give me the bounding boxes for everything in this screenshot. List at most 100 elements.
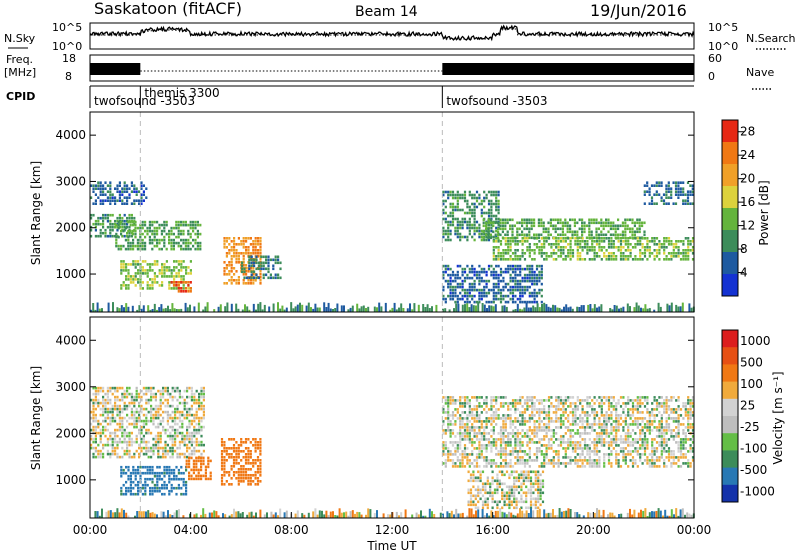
power-range-cell xyxy=(612,255,615,258)
velocity-range-cell xyxy=(171,386,174,390)
power-frame xyxy=(89,111,695,313)
power-range-cell xyxy=(495,285,498,289)
velocity-range-cell xyxy=(186,437,189,441)
velocity-range-cell xyxy=(252,462,255,465)
power-range-cell xyxy=(485,229,488,233)
velocity-range-cell xyxy=(483,399,486,402)
power-range-cell xyxy=(466,226,469,230)
velocity-range-cell xyxy=(97,386,100,390)
power-range-cell xyxy=(118,199,121,202)
velocity-range-cell xyxy=(519,450,522,453)
power-range-cell xyxy=(461,208,464,212)
velocity-range-cell xyxy=(595,465,599,468)
power-range-cell xyxy=(255,255,258,259)
velocity-range-cell xyxy=(456,459,459,462)
velocity-range-cell xyxy=(249,453,252,456)
power-range-cell xyxy=(128,231,131,235)
power-range-cell xyxy=(626,303,629,312)
power-range-cell xyxy=(598,237,601,240)
velocity-range-cell xyxy=(547,405,551,408)
velocity-range-cell xyxy=(449,453,452,456)
power-range-cell xyxy=(581,230,584,234)
velocity-range-cell xyxy=(168,492,171,496)
velocity-range-cell xyxy=(149,492,152,496)
velocity-range-cell xyxy=(109,419,112,423)
velocity-range-cell xyxy=(169,392,172,396)
power-range-cell xyxy=(175,223,178,227)
power-range-cell xyxy=(511,294,515,298)
velocity-range-cell xyxy=(576,447,579,450)
velocity-range-cell xyxy=(562,456,565,459)
velocity-range-cell xyxy=(629,399,632,402)
velocity-range-cell xyxy=(511,432,515,435)
velocity-range-cell xyxy=(473,435,476,438)
velocity-range-cell xyxy=(507,402,510,405)
velocity-range-cell xyxy=(499,396,503,399)
velocity-range-cell xyxy=(497,438,500,441)
velocity-range-cell xyxy=(254,444,257,447)
power-range-cell xyxy=(667,258,671,261)
power-range-cell xyxy=(233,243,236,246)
power-range-cell xyxy=(557,237,560,240)
power-range-cell xyxy=(461,217,464,221)
velocity-range-cell xyxy=(186,386,189,390)
velocity-range-cell xyxy=(603,402,606,405)
velocity-range-cell xyxy=(109,389,112,393)
velocity-range-cell xyxy=(174,389,177,393)
velocity-range-cell xyxy=(615,417,618,420)
power-range-cell xyxy=(168,235,171,239)
velocity-range-cell xyxy=(180,486,183,490)
velocity-range-cell xyxy=(581,426,584,429)
velocity-range-cell xyxy=(126,392,129,396)
velocity-range-cell xyxy=(473,429,476,432)
power-range-cell xyxy=(456,300,459,304)
power-range-cell xyxy=(691,184,694,187)
power-range-cell xyxy=(189,235,192,239)
velocity-range-cell xyxy=(605,426,608,429)
velocity-range-cell xyxy=(129,492,132,496)
power-range-cell xyxy=(242,261,245,264)
velocity-range-cell xyxy=(485,459,488,462)
velocity-range-cell xyxy=(111,431,114,435)
power-range-cell xyxy=(581,249,584,252)
power-range-cell xyxy=(509,291,512,295)
power-range-cell xyxy=(461,288,464,292)
power-range-cell xyxy=(351,305,354,312)
power-range-cell xyxy=(252,246,255,249)
power-range-cell xyxy=(444,308,447,312)
velocity-range-cell xyxy=(535,432,539,435)
velocity-range-cell xyxy=(598,402,601,405)
velocity-range-cell xyxy=(235,471,238,474)
velocity-range-cell xyxy=(135,422,138,426)
velocity-range-cell xyxy=(459,447,462,450)
velocity-range-cell xyxy=(154,413,157,417)
power-range-cell xyxy=(504,267,507,271)
power-range-cell xyxy=(106,196,109,199)
power-range-cell xyxy=(94,228,97,232)
velocity-range-cell xyxy=(190,389,193,393)
power-range-cell xyxy=(530,307,532,312)
velocity-range-cell xyxy=(151,471,154,475)
velocity-range-cell xyxy=(555,414,558,417)
power-range-cell xyxy=(547,243,551,246)
velocity-range-cell xyxy=(94,437,97,441)
velocity-range-cell xyxy=(150,410,153,414)
velocity-range-cell xyxy=(109,434,112,438)
power-range-cell xyxy=(552,224,555,228)
velocity-range-cell xyxy=(483,408,486,411)
velocity-range-cell xyxy=(624,414,627,417)
velocity-range-cell xyxy=(557,459,560,462)
velocity-range-cell xyxy=(140,398,143,402)
velocity-range-cell xyxy=(147,428,150,432)
velocity-range-cell xyxy=(444,444,447,447)
velocity-range-cell xyxy=(121,434,124,438)
velocity-range-cell xyxy=(102,419,105,423)
velocity-range-cell xyxy=(183,401,186,405)
velocity-range-cell xyxy=(244,456,248,459)
velocity-range-cell xyxy=(461,450,464,453)
velocity-range-cell xyxy=(454,447,457,450)
power-range-cell xyxy=(449,282,452,286)
velocity-range-cell xyxy=(147,431,150,435)
velocity-range-cell xyxy=(104,392,107,396)
velocity-range-cell xyxy=(463,438,467,441)
